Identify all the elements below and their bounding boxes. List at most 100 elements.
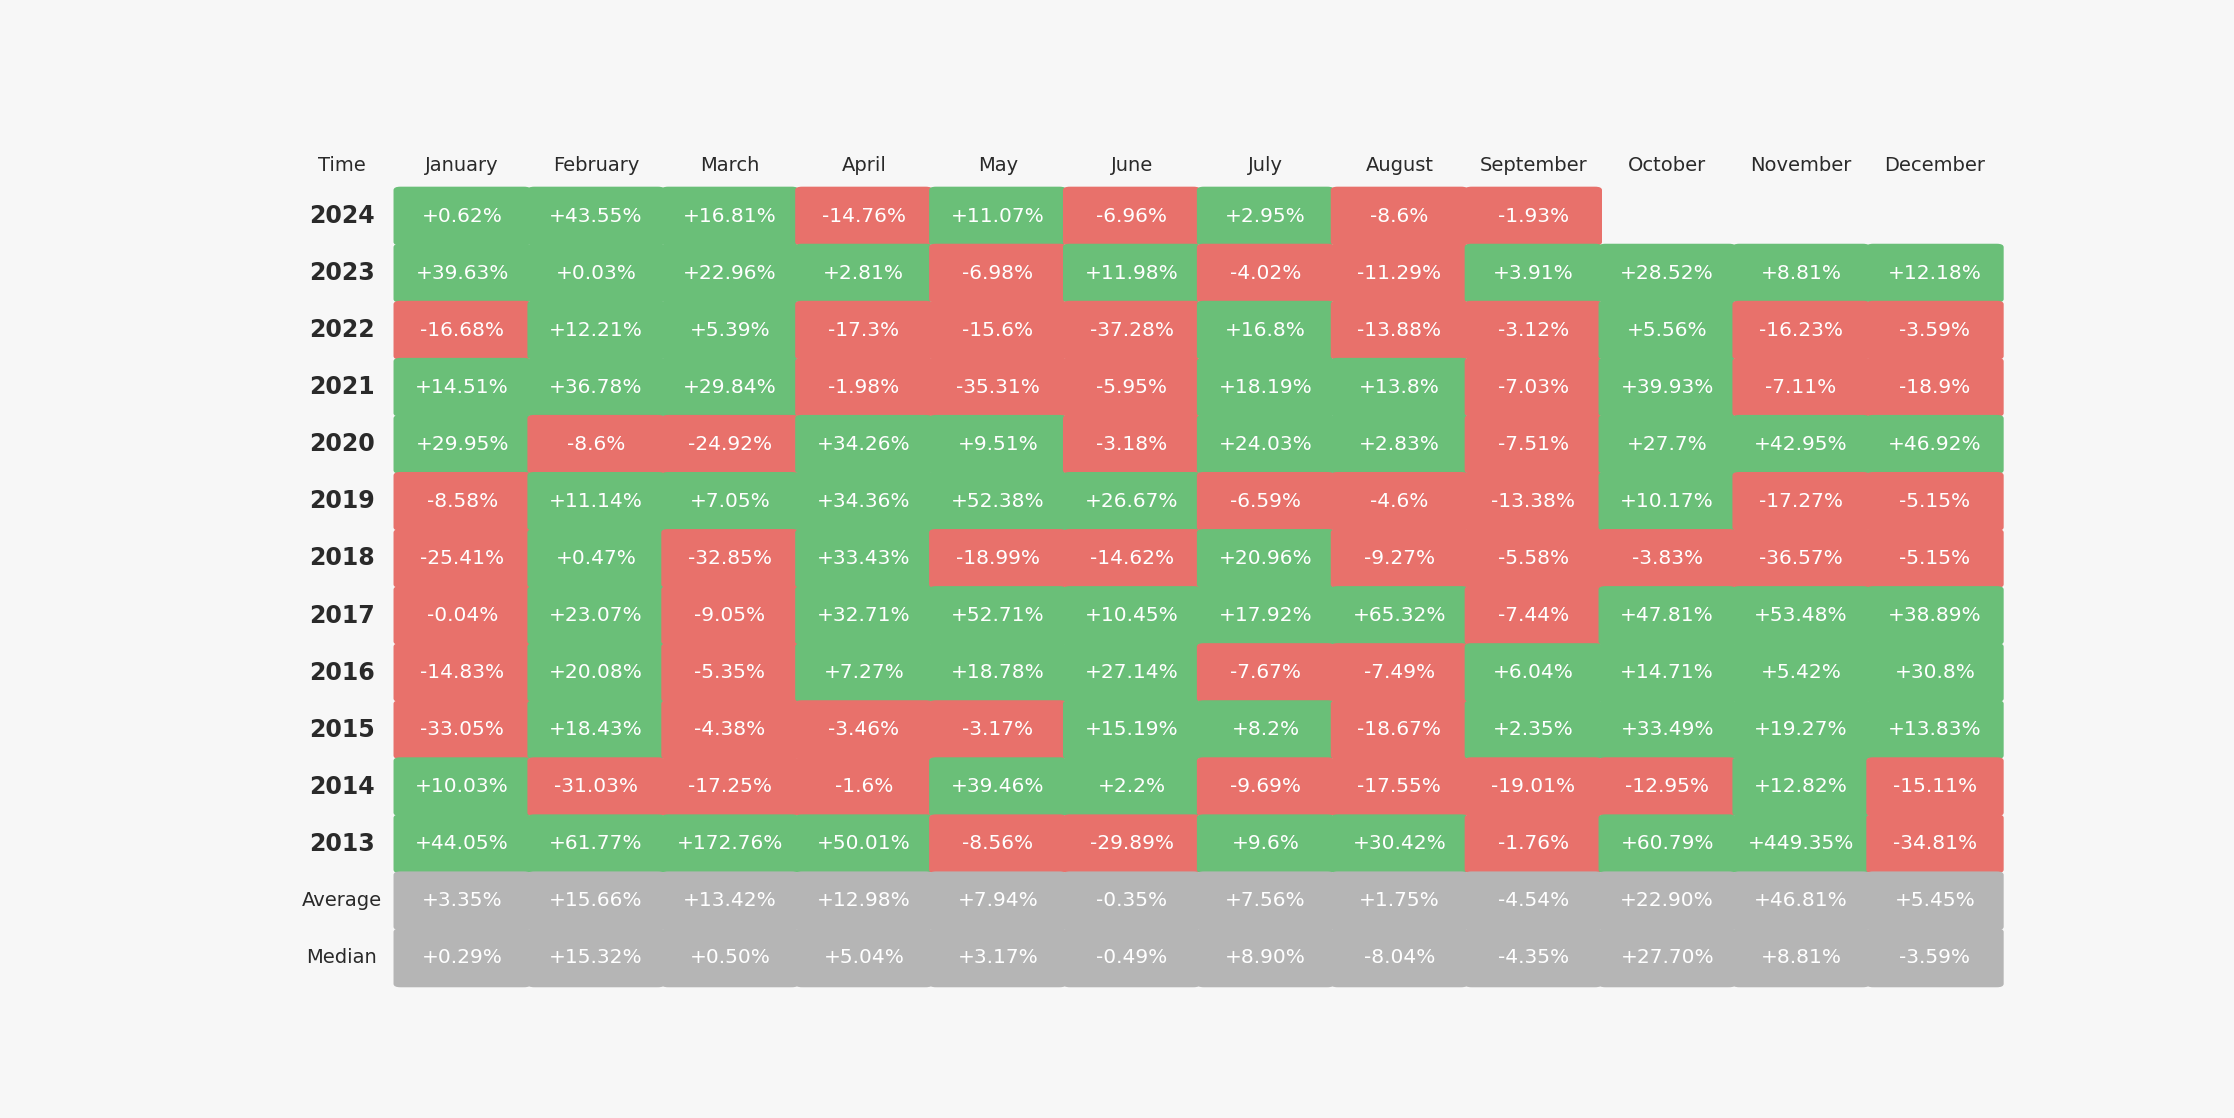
FancyBboxPatch shape — [661, 871, 800, 930]
Text: +5.42%: +5.42% — [1760, 663, 1841, 682]
Text: 2018: 2018 — [308, 547, 375, 570]
Text: +29.95%: +29.95% — [416, 435, 509, 454]
FancyBboxPatch shape — [929, 301, 1066, 360]
Text: -3.12%: -3.12% — [1497, 321, 1568, 340]
Text: +2.95%: +2.95% — [1224, 207, 1307, 226]
Text: +34.26%: +34.26% — [818, 435, 911, 454]
Text: +27.70%: +27.70% — [1620, 948, 1713, 967]
FancyBboxPatch shape — [1865, 415, 2004, 474]
Text: +34.36%: +34.36% — [818, 492, 911, 511]
FancyBboxPatch shape — [1063, 187, 1200, 246]
FancyBboxPatch shape — [1197, 871, 1334, 930]
FancyBboxPatch shape — [1731, 472, 1870, 531]
Text: +13.83%: +13.83% — [1888, 720, 1982, 739]
Text: +33.49%: +33.49% — [1620, 720, 1713, 739]
FancyBboxPatch shape — [1466, 928, 1602, 987]
Text: -7.49%: -7.49% — [1365, 663, 1434, 682]
Text: +8.81%: +8.81% — [1760, 948, 1841, 967]
FancyBboxPatch shape — [795, 529, 932, 588]
FancyBboxPatch shape — [1063, 757, 1200, 816]
Text: -6.96%: -6.96% — [1097, 207, 1166, 226]
FancyBboxPatch shape — [1731, 643, 1870, 702]
FancyBboxPatch shape — [1731, 871, 1870, 930]
Text: -33.05%: -33.05% — [420, 720, 505, 739]
FancyBboxPatch shape — [1197, 244, 1334, 303]
Text: +16.81%: +16.81% — [684, 207, 777, 226]
Text: +10.45%: +10.45% — [1086, 606, 1180, 625]
Text: -19.01%: -19.01% — [1492, 777, 1575, 796]
Text: +46.81%: +46.81% — [1754, 891, 1848, 910]
FancyBboxPatch shape — [1063, 928, 1200, 987]
Text: November: November — [1751, 155, 1852, 174]
Text: 2020: 2020 — [308, 433, 375, 456]
Text: +52.38%: +52.38% — [952, 492, 1046, 511]
FancyBboxPatch shape — [795, 814, 932, 873]
FancyBboxPatch shape — [929, 358, 1066, 417]
Text: +15.66%: +15.66% — [550, 891, 643, 910]
Text: March: March — [699, 155, 760, 174]
FancyBboxPatch shape — [1865, 472, 2004, 531]
FancyBboxPatch shape — [1063, 358, 1200, 417]
FancyBboxPatch shape — [1466, 757, 1602, 816]
FancyBboxPatch shape — [1197, 700, 1334, 759]
Text: +13.42%: +13.42% — [684, 891, 777, 910]
FancyBboxPatch shape — [527, 358, 666, 417]
FancyBboxPatch shape — [1331, 643, 1468, 702]
Text: -8.56%: -8.56% — [963, 834, 1034, 853]
Text: +46.92%: +46.92% — [1888, 435, 1982, 454]
FancyBboxPatch shape — [393, 871, 532, 930]
Text: +12.18%: +12.18% — [1888, 264, 1982, 283]
Text: +60.79%: +60.79% — [1620, 834, 1713, 853]
Text: +20.08%: +20.08% — [550, 663, 643, 682]
FancyBboxPatch shape — [527, 472, 666, 531]
Text: -0.04%: -0.04% — [427, 606, 498, 625]
FancyBboxPatch shape — [1600, 643, 1736, 702]
Text: +20.96%: +20.96% — [1220, 549, 1311, 568]
FancyBboxPatch shape — [1331, 244, 1468, 303]
FancyBboxPatch shape — [527, 871, 666, 930]
Text: -0.35%: -0.35% — [1097, 891, 1166, 910]
Text: -5.58%: -5.58% — [1497, 549, 1568, 568]
FancyBboxPatch shape — [393, 928, 532, 987]
FancyBboxPatch shape — [1865, 814, 2004, 873]
FancyBboxPatch shape — [393, 472, 532, 531]
Text: -24.92%: -24.92% — [688, 435, 773, 454]
Text: +7.94%: +7.94% — [958, 891, 1039, 910]
Text: -7.11%: -7.11% — [1765, 378, 1836, 397]
Text: -7.67%: -7.67% — [1231, 663, 1300, 682]
Text: June: June — [1110, 155, 1153, 174]
FancyBboxPatch shape — [1865, 928, 2004, 987]
Text: +43.55%: +43.55% — [550, 207, 643, 226]
FancyBboxPatch shape — [1600, 700, 1736, 759]
Text: -35.31%: -35.31% — [956, 378, 1039, 397]
FancyBboxPatch shape — [393, 187, 532, 246]
FancyBboxPatch shape — [1331, 472, 1468, 531]
Text: 2017: 2017 — [308, 604, 375, 627]
Text: -17.27%: -17.27% — [1758, 492, 1843, 511]
Text: +29.84%: +29.84% — [684, 378, 777, 397]
FancyBboxPatch shape — [527, 928, 666, 987]
Text: +0.50%: +0.50% — [690, 948, 771, 967]
Text: -13.88%: -13.88% — [1358, 321, 1441, 340]
Text: +17.92%: +17.92% — [1220, 606, 1311, 625]
FancyBboxPatch shape — [929, 244, 1066, 303]
Text: 2016: 2016 — [308, 661, 375, 684]
Text: +1.75%: +1.75% — [1358, 891, 1439, 910]
Text: +39.46%: +39.46% — [952, 777, 1046, 796]
Text: +11.98%: +11.98% — [1086, 264, 1180, 283]
Text: Median: Median — [306, 948, 378, 967]
Text: -8.6%: -8.6% — [567, 435, 626, 454]
Text: +15.19%: +15.19% — [1086, 720, 1180, 739]
Text: -14.76%: -14.76% — [822, 207, 905, 226]
FancyBboxPatch shape — [1466, 187, 1602, 246]
FancyBboxPatch shape — [393, 415, 532, 474]
Text: -29.89%: -29.89% — [1090, 834, 1173, 853]
Text: -12.95%: -12.95% — [1624, 777, 1709, 796]
FancyBboxPatch shape — [527, 415, 666, 474]
FancyBboxPatch shape — [1731, 244, 1870, 303]
FancyBboxPatch shape — [1466, 814, 1602, 873]
FancyBboxPatch shape — [527, 244, 666, 303]
Text: +16.8%: +16.8% — [1224, 321, 1307, 340]
Text: +7.27%: +7.27% — [824, 663, 905, 682]
Text: -17.55%: -17.55% — [1358, 777, 1441, 796]
